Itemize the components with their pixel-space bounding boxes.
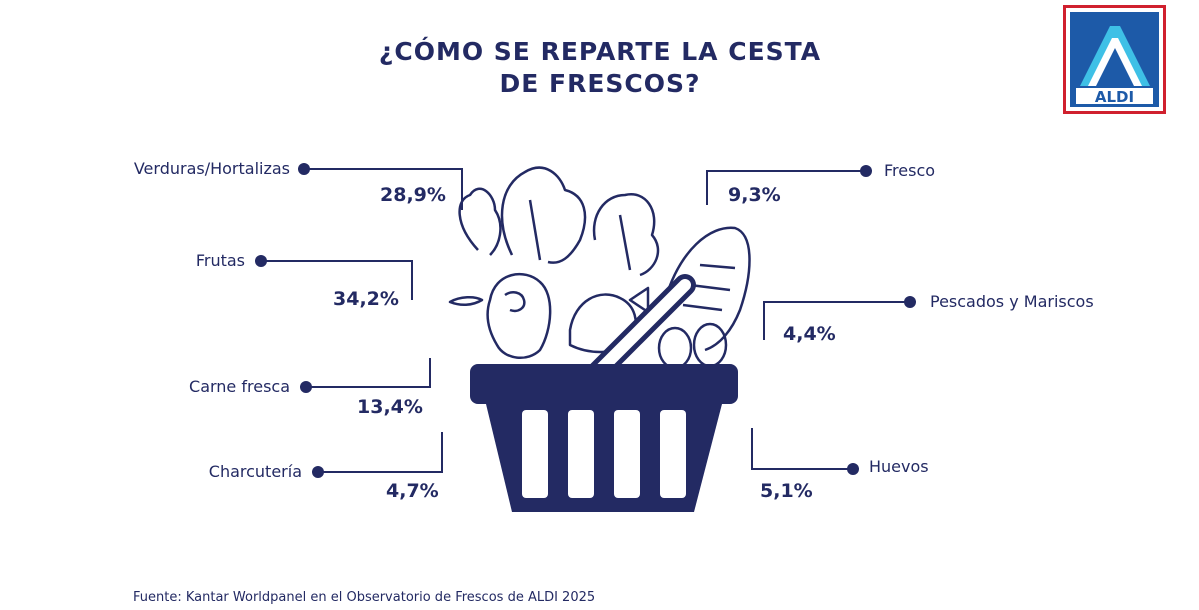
category-value: 13,4% — [357, 396, 423, 418]
bread-icon — [663, 226, 751, 352]
callout-dot-1 — [255, 255, 267, 267]
callout-line-1 — [261, 260, 413, 300]
category-label: Charcutería — [208, 462, 302, 481]
category-label: Pescados y Mariscos — [930, 292, 1094, 311]
category-label: Huevos — [869, 457, 929, 476]
chart-title-line-1: ¿CÓMO SE REPARTE LA CESTA — [378, 37, 822, 66]
greens-leaf-icon — [500, 166, 587, 264]
callout-line-2 — [306, 358, 431, 388]
egg-icon — [657, 326, 693, 370]
steak-icon — [486, 272, 552, 359]
category-value: 4,7% — [386, 480, 439, 502]
category-value: 34,2% — [333, 288, 399, 310]
callout-dot-2 — [300, 381, 312, 393]
aldi-logo-text: ALDI — [1095, 88, 1134, 106]
callout-line-4 — [706, 170, 866, 205]
callout-dot-6 — [847, 463, 859, 475]
aldi-logo: ALDI — [1063, 5, 1166, 114]
aldi-logo-graphic: ALDI — [1070, 12, 1159, 107]
chart-title-line-2: DE FRESCOS? — [499, 69, 701, 98]
callout-line-0 — [304, 168, 463, 210]
callout-dot-0 — [298, 163, 310, 175]
category-label: Frutas — [195, 251, 245, 270]
category-label: Fresco — [884, 161, 936, 180]
callout-line-3 — [318, 432, 443, 473]
callout-lines — [255, 163, 916, 478]
callout-dot-3 — [312, 466, 324, 478]
basket-illustration — [448, 166, 751, 391]
category-value: 4,4% — [783, 323, 836, 345]
category-value: 9,3% — [728, 184, 781, 206]
fish-icon — [568, 293, 637, 354]
chard-leaf-icon — [592, 192, 660, 277]
category-label: Carne fresca — [189, 377, 290, 396]
category-label: Verduras/Hortalizas — [133, 159, 290, 178]
callout-line-6 — [751, 428, 853, 470]
category-value: 5,1% — [760, 480, 813, 502]
category-value: 28,9% — [380, 184, 446, 206]
callout-dot-4 — [860, 165, 872, 177]
callout-line-5 — [763, 301, 910, 340]
basket-body — [470, 364, 738, 512]
chart-title: ¿CÓMO SE REPARTE LA CESTA DE FRESCOS? — [340, 36, 860, 100]
lettuce-leaf-icon — [458, 187, 502, 256]
source-note: Fuente: Kantar Worldpanel en el Observat… — [133, 590, 596, 605]
callout-dot-5 — [904, 296, 916, 308]
